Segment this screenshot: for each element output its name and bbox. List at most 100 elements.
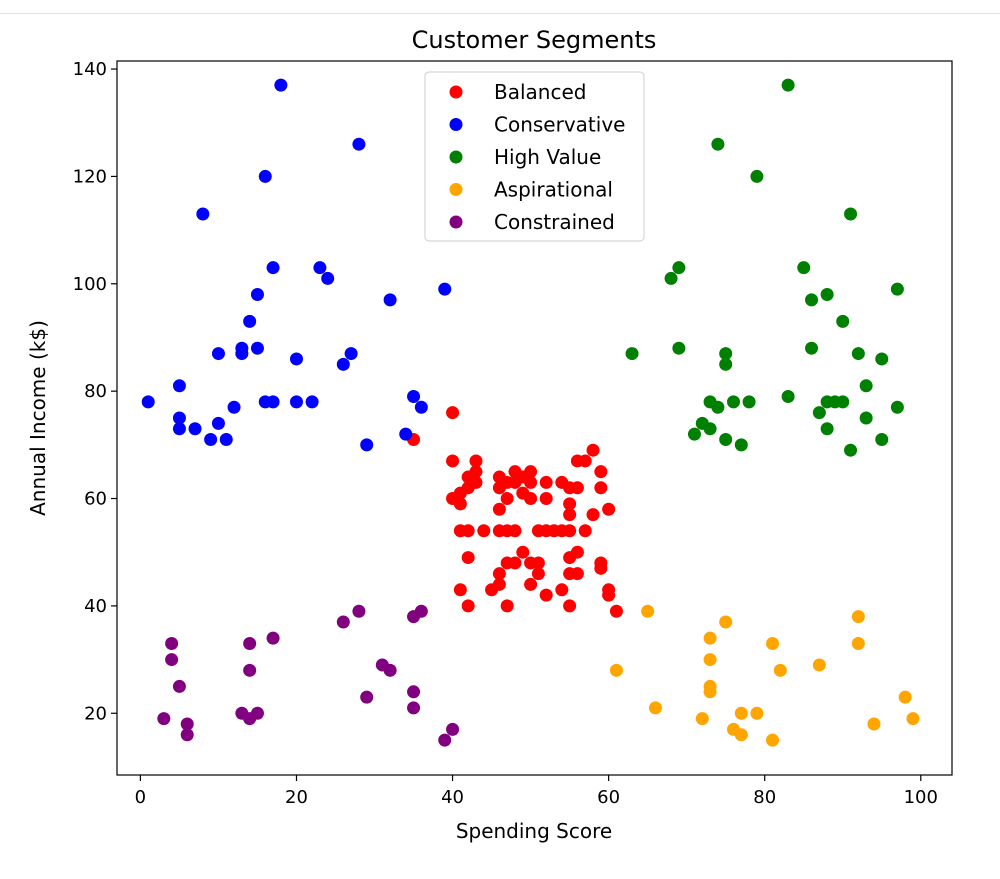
- data-point-balanced: [453, 583, 467, 597]
- data-point-aspirational: [766, 636, 780, 650]
- data-point-conservative: [321, 271, 335, 285]
- data-point-high-value: [664, 271, 678, 285]
- legend-marker: [449, 85, 463, 99]
- data-point-high-value: [687, 427, 701, 441]
- data-point-constrained: [336, 615, 350, 629]
- data-point-conservative: [227, 400, 241, 414]
- data-point-conservative: [336, 357, 350, 371]
- x-axis-label: Spending Score: [456, 819, 612, 843]
- y-tick-label: 60: [84, 489, 107, 510]
- data-point-high-value: [734, 438, 748, 452]
- data-point-constrained: [165, 636, 179, 650]
- data-point-aspirational: [906, 712, 920, 726]
- data-point-conservative: [172, 422, 186, 436]
- data-point-balanced: [563, 599, 577, 613]
- data-point-balanced: [524, 577, 538, 591]
- data-point-balanced: [594, 481, 608, 495]
- data-point-aspirational: [703, 631, 717, 645]
- data-point-conservative: [172, 411, 186, 425]
- x-tick-label: 80: [753, 787, 776, 808]
- data-point-high-value: [672, 341, 686, 355]
- data-point-constrained: [383, 663, 397, 677]
- data-point-aspirational: [648, 701, 662, 715]
- data-point-conservative: [172, 379, 186, 393]
- data-point-aspirational: [703, 685, 717, 699]
- data-point-high-value: [890, 282, 904, 296]
- data-point-conservative: [243, 314, 257, 328]
- data-point-constrained: [172, 679, 186, 693]
- data-point-constrained: [243, 636, 257, 650]
- data-point-conservative: [211, 416, 225, 430]
- data-point-high-value: [820, 288, 834, 302]
- data-point-high-value: [742, 395, 756, 409]
- data-point-balanced: [461, 524, 475, 538]
- data-point-high-value: [797, 261, 811, 275]
- data-point-high-value: [836, 314, 850, 328]
- data-point-balanced: [492, 502, 506, 516]
- data-point-balanced: [602, 588, 616, 602]
- data-point-balanced: [492, 577, 506, 591]
- top-border: [0, 0, 1000, 14]
- plot-area-frame: [116, 60, 953, 776]
- data-point-high-value: [719, 432, 733, 446]
- data-point-high-value: [781, 78, 795, 92]
- data-point-constrained: [414, 604, 428, 618]
- y-tick-label: 80: [84, 381, 107, 402]
- data-point-conservative: [438, 282, 452, 296]
- x-tick-label: 100: [904, 787, 938, 808]
- x-tick-label: 0: [135, 787, 146, 808]
- legend-label: Conservative: [494, 113, 625, 137]
- data-point-balanced: [469, 475, 483, 489]
- data-point-high-value: [781, 390, 795, 404]
- data-point-constrained: [266, 631, 280, 645]
- data-point-constrained: [180, 717, 194, 731]
- data-point-conservative: [258, 169, 272, 183]
- data-point-constrained: [165, 653, 179, 667]
- data-point-aspirational: [609, 663, 623, 677]
- data-point-balanced: [524, 475, 538, 489]
- data-point-constrained: [360, 690, 374, 704]
- data-point-constrained: [180, 728, 194, 742]
- data-point-conservative: [204, 432, 218, 446]
- data-point-aspirational: [734, 728, 748, 742]
- data-point-aspirational: [703, 653, 717, 667]
- data-point-balanced: [500, 492, 514, 506]
- data-point-balanced: [461, 551, 475, 565]
- data-point-conservative: [407, 390, 421, 404]
- x-tick-label: 40: [441, 787, 464, 808]
- legend: Balanced Conservative High Value Aspiration…: [424, 71, 645, 242]
- data-point-aspirational: [750, 706, 764, 720]
- data-point-conservative: [196, 207, 210, 221]
- y-tick-label: 140: [73, 59, 107, 80]
- data-point-conservative: [188, 422, 202, 436]
- y-tick-label: 100: [73, 274, 107, 295]
- data-point-conservative: [274, 78, 288, 92]
- data-point-aspirational: [641, 604, 655, 618]
- data-point-aspirational: [695, 712, 709, 726]
- data-point-balanced: [469, 454, 483, 468]
- data-point-constrained: [407, 685, 421, 699]
- x-tick-label: 60: [597, 787, 620, 808]
- data-point-balanced: [469, 465, 483, 479]
- data-point-balanced: [539, 588, 553, 602]
- legend-marker: [449, 183, 463, 196]
- data-point-balanced: [446, 406, 460, 420]
- data-point-balanced: [563, 524, 577, 538]
- data-point-balanced: [446, 454, 460, 468]
- data-point-aspirational: [867, 717, 881, 731]
- data-point-balanced: [570, 567, 584, 581]
- data-point-balanced: [586, 443, 600, 457]
- data-point-conservative: [414, 400, 428, 414]
- data-point-conservative: [250, 288, 264, 302]
- data-point-conservative: [399, 427, 413, 441]
- data-point-balanced: [609, 604, 623, 618]
- data-point-conservative: [211, 347, 225, 361]
- data-point-conservative: [360, 438, 374, 452]
- data-point-constrained: [352, 604, 366, 618]
- data-point-high-value: [844, 207, 858, 221]
- axis-ticks: 0 20 40 60 80 100 20 40 60 80 100 120 140: [73, 59, 938, 808]
- data-point-balanced: [539, 492, 553, 506]
- legend-marker: [449, 215, 463, 229]
- data-point-balanced: [508, 524, 522, 538]
